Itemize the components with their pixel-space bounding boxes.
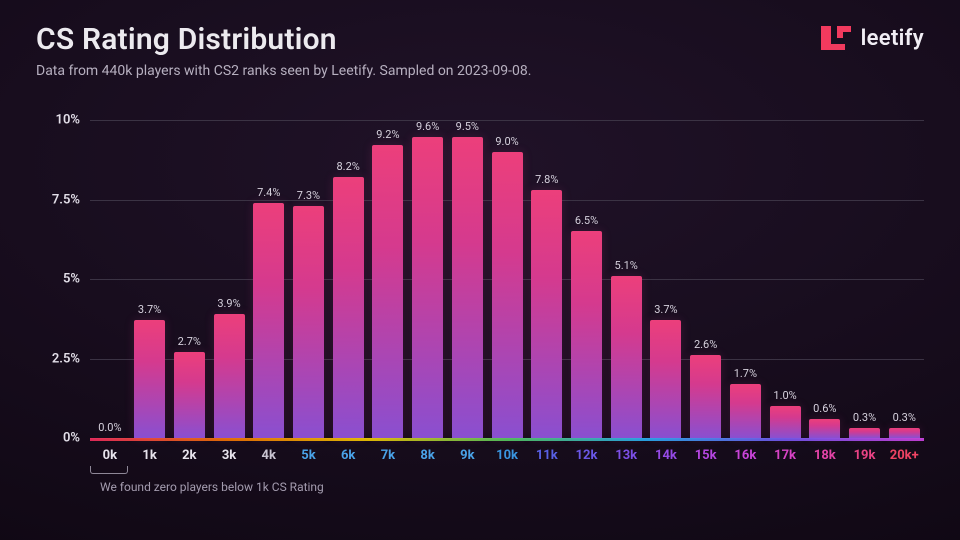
y-axis-tick: 5%	[36, 272, 80, 287]
bar-slot: 0.3%	[845, 120, 885, 438]
bar-slot: 8.2%	[328, 120, 368, 438]
bar-slot: 5.1%	[606, 120, 646, 438]
bar	[372, 145, 403, 438]
bar-value-label: 9.6%	[416, 120, 439, 133]
y-axis-tick: 7.5%	[36, 192, 80, 207]
footnote-text: We found zero players below 1k CS Rating	[100, 480, 324, 494]
x-axis-tick: 14k	[646, 438, 686, 494]
bar	[134, 320, 165, 438]
bar	[571, 231, 602, 438]
bar	[611, 276, 642, 438]
bar-slot: 9.0%	[487, 120, 527, 438]
x-axis-tick: 11k	[527, 438, 567, 494]
bar-value-label: 0.3%	[853, 411, 876, 424]
rainbow-strip	[90, 438, 924, 441]
bar-value-label: 0.6%	[813, 402, 836, 415]
infographic-canvas: CS Rating Distribution Data from 440k pl…	[0, 0, 960, 540]
bar-slot: 7.3%	[289, 120, 329, 438]
bar-value-label: 3.9%	[217, 297, 240, 310]
bars-container: 0.0% 3.7% 2.7% 3.9% 7.4% 7.3% 8.2% 9.2% 9.6% 9.5%…	[90, 120, 924, 438]
bar-value-label: 3.7%	[654, 303, 677, 316]
bar-slot: 2.6%	[686, 120, 726, 438]
bar-value-label: 9.0%	[495, 135, 518, 148]
bar-slot: 2.7%	[169, 120, 209, 438]
chart-title: CS Rating Distribution	[36, 22, 924, 57]
bar	[174, 352, 205, 438]
bar-slot: 0.6%	[805, 120, 845, 438]
bar-value-label: 7.8%	[535, 173, 558, 186]
x-axis-tick: 6k	[328, 438, 368, 494]
x-axis-tick: 15k	[686, 438, 726, 494]
x-axis-tick: 16k	[726, 438, 766, 494]
bar-slot: 6.5%	[567, 120, 607, 438]
bar	[214, 314, 245, 438]
x-axis-tick: 8k	[408, 438, 448, 494]
bar-value-label: 0.3%	[893, 411, 916, 424]
footnote-region: We found zero players below 1k CS Rating	[90, 468, 324, 494]
bar	[452, 137, 483, 438]
bar-value-label: 3.7%	[138, 303, 161, 316]
y-axis-tick: 2.5%	[36, 351, 80, 366]
bar-slot: 3.9%	[209, 120, 249, 438]
bar	[412, 137, 443, 438]
x-axis-tick: 10k	[487, 438, 527, 494]
x-axis-tick: 20k+	[884, 438, 924, 494]
bar	[531, 190, 562, 438]
bar	[492, 152, 523, 438]
bar-slot: 9.5%	[447, 120, 487, 438]
bar-value-label: 9.5%	[456, 120, 479, 133]
distribution-chart: 0%2.5%5%7.5%10% 0.0%3.7%2.7%3.9%7.4%7.3%…	[36, 120, 924, 494]
x-axis-tick: 9k	[447, 438, 487, 494]
brand-logo: leetify	[819, 24, 924, 52]
y-axis: 0%2.5%5%7.5%10%	[36, 120, 80, 438]
bar-slot: 3.7%	[130, 120, 170, 438]
bar-value-label: 2.6%	[694, 338, 717, 351]
bar-value-label: 7.3%	[297, 189, 320, 202]
bar-slot: 3.7%	[646, 120, 686, 438]
plot-area: 0.0% 3.7% 2.7% 3.9% 7.4% 7.3% 8.2% 9.2% 9.6% 9.5%…	[90, 120, 924, 438]
leetify-logo-icon	[819, 24, 853, 52]
bar	[650, 320, 681, 438]
bar-value-label: 7.4%	[257, 186, 280, 199]
bar-slot: 1.7%	[726, 120, 766, 438]
bar-value-label: 8.2%	[337, 160, 360, 173]
bar	[730, 384, 761, 438]
bar	[293, 206, 324, 438]
bar	[333, 177, 364, 438]
bar	[690, 355, 721, 438]
bar-slot: 0.3%	[884, 120, 924, 438]
x-axis-tick: 18k	[805, 438, 845, 494]
bar	[770, 406, 801, 438]
bar-slot: 9.2%	[368, 120, 408, 438]
bar	[253, 203, 284, 438]
bar-slot: 0.0%	[90, 120, 130, 438]
x-axis-tick: 7k	[368, 438, 408, 494]
bar-slot: 7.4%	[249, 120, 289, 438]
bar-value-label: 0.0%	[98, 421, 121, 434]
x-axis-tick: 17k	[765, 438, 805, 494]
bar-slot: 7.8%	[527, 120, 567, 438]
chart-subtitle: Data from 440k players with CS2 ranks se…	[36, 63, 924, 79]
header: CS Rating Distribution Data from 440k pl…	[36, 22, 924, 79]
bar-value-label: 1.7%	[734, 367, 757, 380]
bar-value-label: 6.5%	[575, 214, 598, 227]
bar-value-label: 9.2%	[376, 128, 399, 141]
bar	[809, 419, 840, 438]
y-axis-tick: 0%	[36, 431, 80, 446]
footnote-bracket-icon	[90, 466, 128, 474]
x-axis-tick: 13k	[606, 438, 646, 494]
bar	[889, 428, 920, 438]
bar-slot: 1.0%	[765, 120, 805, 438]
bar-value-label: 2.7%	[178, 335, 201, 348]
y-axis-tick: 10%	[36, 113, 80, 128]
bar-value-label: 5.1%	[615, 259, 638, 272]
x-axis-tick: 12k	[567, 438, 607, 494]
brand-logo-text: leetify	[861, 26, 924, 51]
x-axis-tick: 19k	[845, 438, 885, 494]
bar-slot: 9.6%	[408, 120, 448, 438]
bar-value-label: 1.0%	[773, 389, 796, 402]
bar	[849, 428, 880, 438]
